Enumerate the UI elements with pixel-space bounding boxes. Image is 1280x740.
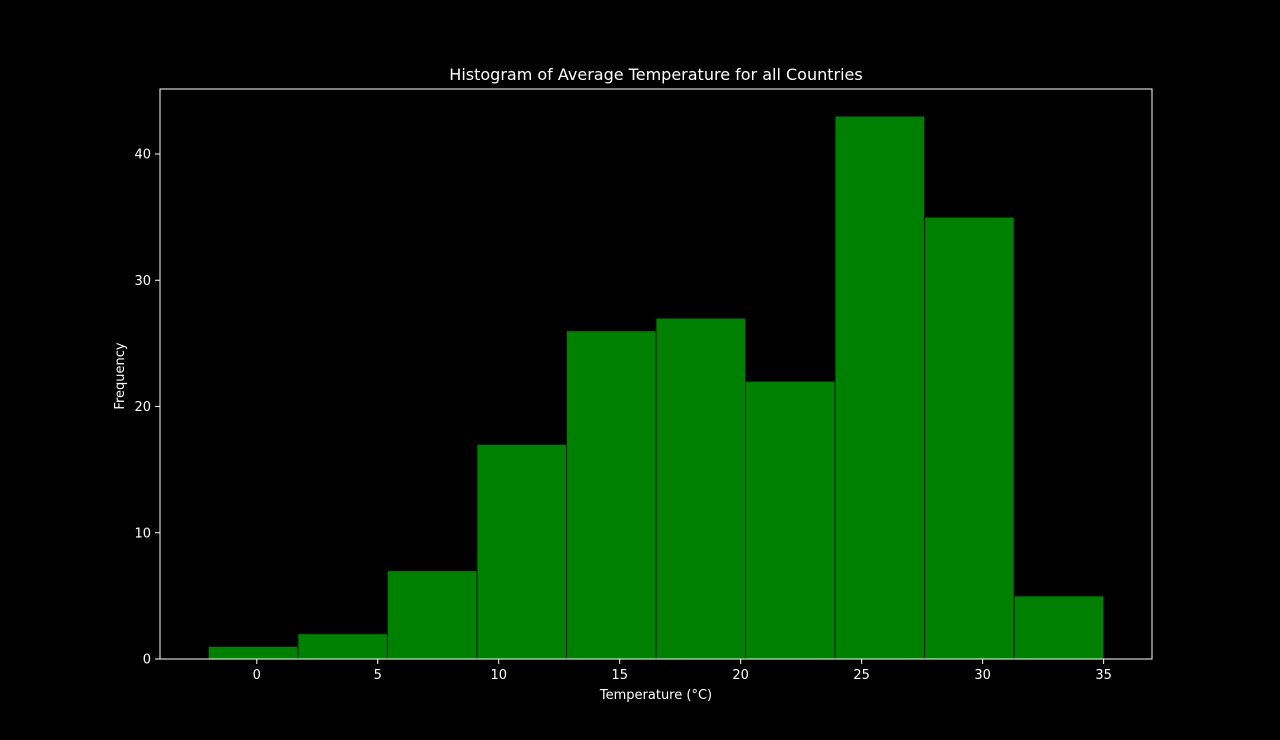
x-tick-label: 20 [732, 668, 749, 683]
histogram-bar [924, 216, 1015, 660]
y-tick-label: 10 [134, 526, 151, 541]
x-tick-label: 10 [490, 668, 507, 683]
histogram-bar [1013, 595, 1105, 660]
histogram-bar [386, 570, 478, 660]
y-tick-label: 0 [143, 653, 151, 668]
x-axis-label: Temperature (°C) [599, 688, 712, 703]
x-tick-label: 35 [1095, 668, 1112, 683]
chart-title: Histogram of Average Temperature for all… [449, 65, 862, 84]
histogram-bar [207, 645, 299, 660]
histogram-bar [476, 443, 567, 660]
y-axis-label: Frequency [113, 342, 128, 409]
histogram-bar [655, 317, 747, 660]
x-tick-label: 30 [974, 668, 991, 683]
plot-frame [159, 88, 1153, 660]
y-tick-label: 20 [134, 400, 151, 415]
y-tick-label: 40 [134, 148, 151, 163]
histogram-bar [745, 380, 836, 660]
histogram-bar [297, 633, 388, 660]
histogram-bar [834, 115, 926, 660]
y-tick-label: 30 [134, 274, 151, 289]
histogram-bar [565, 330, 657, 660]
x-tick-label: 25 [853, 668, 870, 683]
y-axis-ticks: 0 10 20 30 40 [134, 148, 160, 668]
bars-group [207, 115, 1105, 660]
x-axis-ticks: 0 5 10 15 20 25 30 35 [253, 659, 1112, 683]
x-tick-label: 15 [611, 668, 628, 683]
x-tick-label: 5 [374, 668, 382, 683]
x-tick-label: 0 [253, 668, 261, 683]
